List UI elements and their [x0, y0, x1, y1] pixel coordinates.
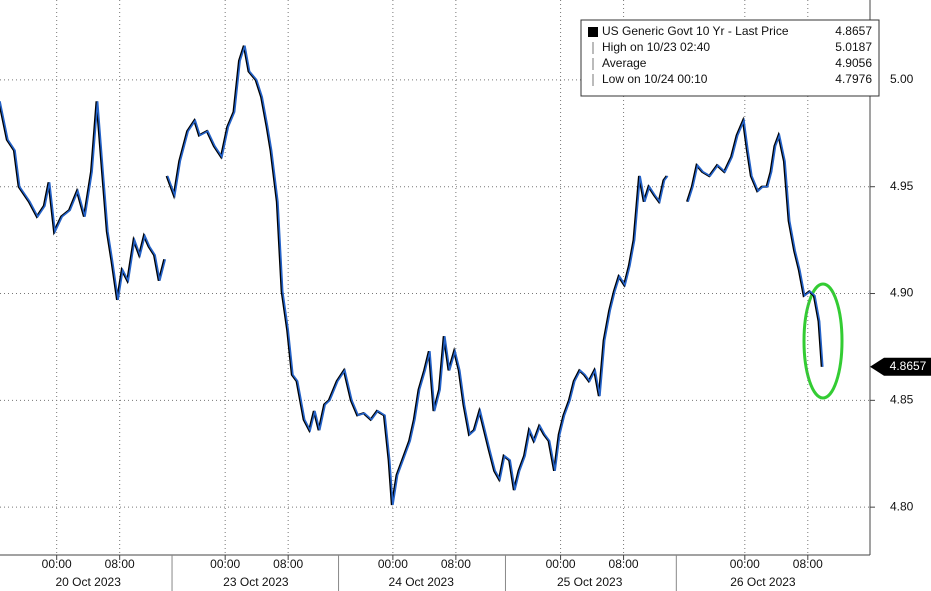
x-tick-label: 08:00 — [441, 557, 471, 571]
legend-label: High on 10/23 02:40 — [602, 40, 710, 54]
x-tick-label: 08:00 — [793, 557, 823, 571]
legend-swatch — [588, 27, 598, 37]
y-tick-label: 5.00 — [890, 72, 914, 86]
x-tick-label: 00:00 — [730, 557, 760, 571]
legend-label: Average — [602, 56, 647, 70]
y-tick-label: 4.80 — [890, 499, 914, 513]
legend-value: 4.9056 — [835, 56, 872, 70]
highlight-ellipse — [802, 282, 844, 400]
last-price-marker — [870, 357, 931, 376]
last-price-label: 4.8657 — [890, 359, 927, 373]
legend-label: US Generic Govt 10 Yr - Last Price — [602, 24, 789, 38]
date-label: 26 Oct 2023 — [730, 575, 796, 589]
x-tick-label: 00:00 — [378, 557, 408, 571]
y-tick-label: 4.90 — [890, 286, 914, 300]
date-label: 25 Oct 2023 — [557, 575, 623, 589]
date-label: 24 Oct 2023 — [389, 575, 455, 589]
x-tick-label: 08:00 — [609, 557, 639, 571]
legend-box — [580, 19, 880, 97]
y-tick-label: 4.85 — [890, 393, 914, 407]
legend-value: 5.0187 — [835, 40, 872, 54]
x-tick-label: 08:00 — [105, 557, 135, 571]
legend-label: Low on 10/24 00:10 — [602, 72, 708, 86]
x-tick-label: 08:00 — [273, 557, 303, 571]
legend-value: 4.8657 — [835, 24, 872, 38]
y-tick-label: 4.95 — [890, 179, 914, 193]
date-label: 20 Oct 2023 — [55, 575, 121, 589]
x-tick-label: 00:00 — [546, 557, 576, 571]
price-line — [0, 45, 824, 506]
legend-value: 4.7976 — [835, 72, 872, 86]
x-tick-label: 00:00 — [42, 557, 72, 571]
date-label: 23 Oct 2023 — [223, 575, 289, 589]
x-tick-label: 00:00 — [210, 557, 240, 571]
